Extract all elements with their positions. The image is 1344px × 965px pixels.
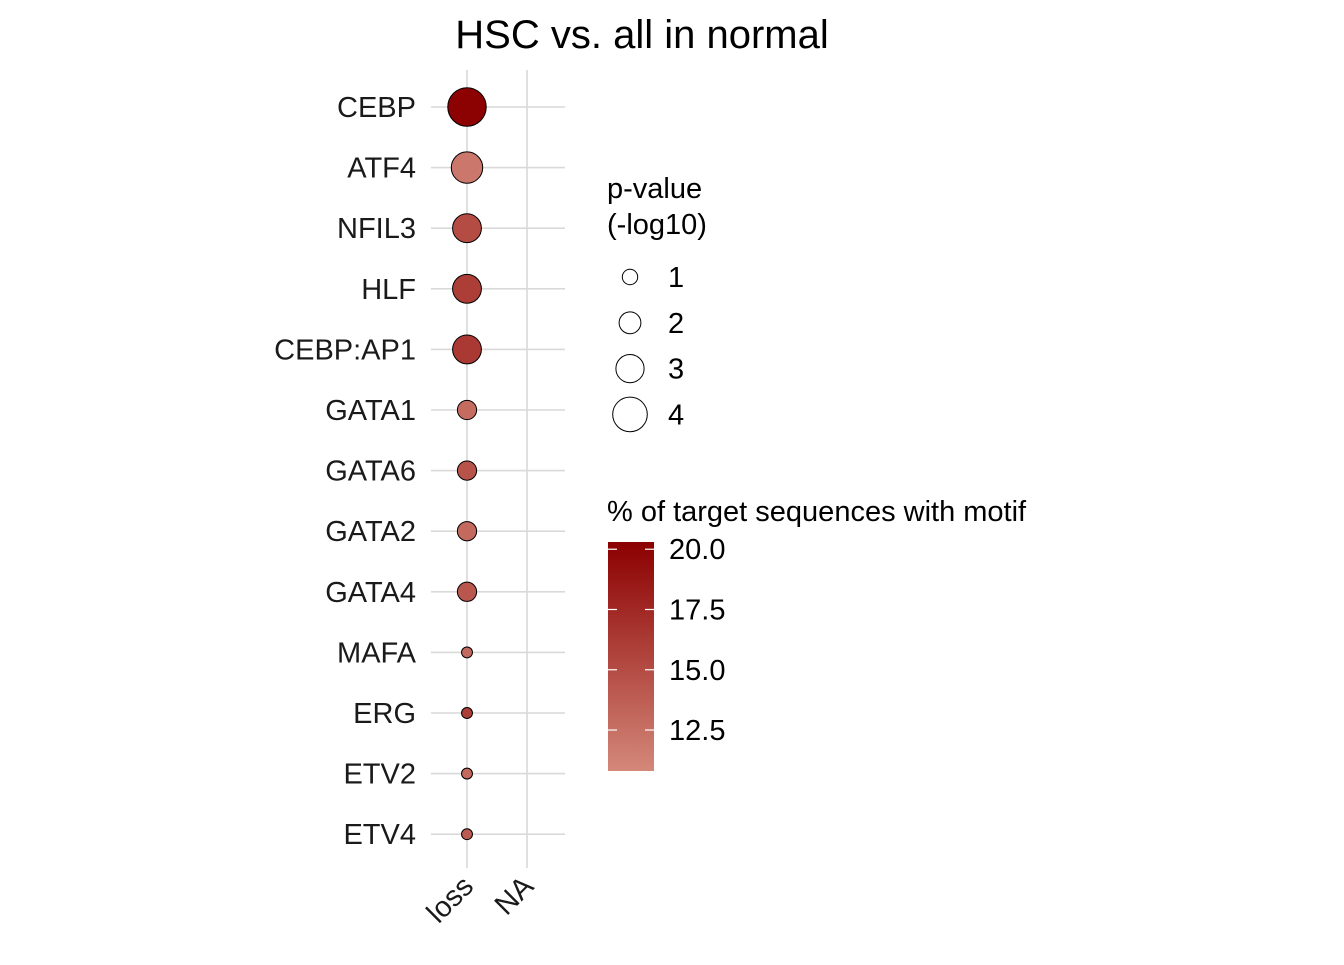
size-legend-label-2: 2	[668, 308, 684, 340]
point-nfil3	[452, 213, 482, 244]
point-gata4	[456, 581, 478, 602]
color-legend-label-2: 15.0	[669, 655, 725, 687]
color-legend-label-3: 12.5	[669, 715, 725, 747]
y-tick-label-nfil3: NFIL3	[337, 213, 416, 245]
y-tick-label-cebp: CEBP	[337, 92, 416, 124]
color-legend-bar	[608, 542, 654, 771]
y-axis-tick-labels: CEBP ATF4 NFIL3 HLF CEBP:AP1 GATA1 GATA6 GATA2 G…	[274, 92, 416, 851]
chart-title: HSC vs. all in normal	[455, 13, 828, 57]
size-legend: p-value (-log10) 1 2 3 4	[607, 173, 707, 433]
size-legend-label-4: 4	[668, 399, 684, 431]
grid-layer	[431, 70, 565, 868]
size-legend-key-2	[618, 311, 642, 335]
size-legend-label-3: 3	[668, 354, 684, 386]
size-legend-title-line-2: (-log10)	[607, 209, 707, 241]
y-tick-label-etv4: ETV4	[343, 819, 416, 851]
size-legend-key-1	[621, 268, 639, 286]
x-tick-label-na: NA	[489, 870, 541, 922]
point-cebp-ap1	[452, 334, 482, 365]
y-tick-label-gata1: GATA1	[325, 395, 416, 427]
size-legend-key-3	[615, 354, 645, 384]
point-mafa	[461, 646, 473, 659]
size-legend-title-line-1: p-value	[607, 173, 702, 205]
size-legend-key-4	[612, 396, 648, 433]
point-hlf	[452, 273, 482, 304]
y-tick-label-atf4: ATF4	[347, 153, 416, 185]
point-erg	[461, 707, 473, 719]
y-tick-label-hlf: HLF	[361, 274, 416, 306]
y-tick-label-gata4: GATA4	[325, 577, 416, 609]
point-gata6	[456, 460, 478, 481]
y-tick-label-mafa: MAFA	[337, 637, 417, 669]
point-etv4	[461, 828, 473, 841]
point-cebp	[447, 87, 487, 127]
y-tick-label-gata6: GATA6	[325, 456, 416, 488]
y-tick-label-gata2: GATA2	[325, 516, 416, 548]
point-etv2	[461, 767, 473, 780]
point-atf4	[450, 151, 484, 184]
point-gata1	[456, 399, 478, 421]
size-legend-label-1: 1	[668, 262, 684, 294]
x-tick-label-loss: loss	[421, 870, 480, 929]
color-legend-label-0: 20.0	[669, 534, 725, 566]
color-legend-label-1: 17.5	[669, 594, 725, 626]
x-axis-tick-labels: loss NA	[421, 870, 541, 930]
color-legend: % of target sequences with motif 20.0 17.5…	[607, 496, 1027, 771]
y-tick-label-erg: ERG	[353, 698, 416, 730]
point-gata2	[456, 521, 478, 542]
color-legend-title: % of target sequences with motif	[607, 496, 1027, 528]
data-points	[447, 87, 487, 841]
y-tick-label-cebp-ap1: CEBP:AP1	[274, 334, 416, 366]
y-tick-label-etv2: ETV2	[343, 759, 416, 791]
